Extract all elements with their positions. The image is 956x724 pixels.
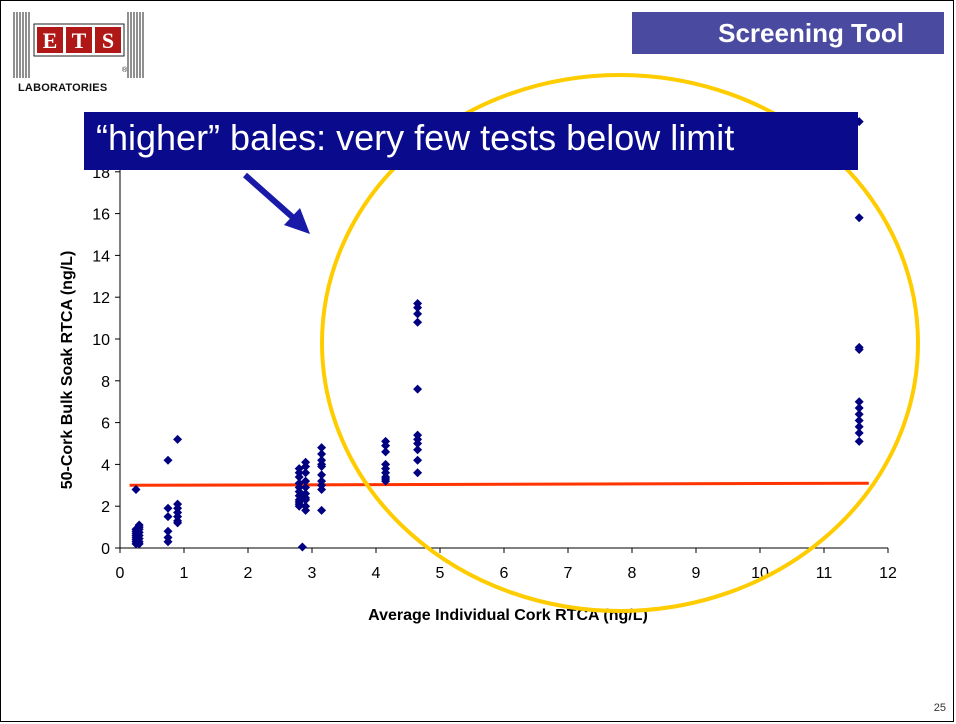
callout-banner: “higher” bales: very few tests below lim… (84, 112, 858, 170)
data-point (854, 213, 864, 223)
x-tick-label: 8 (628, 565, 637, 582)
data-point (854, 416, 864, 426)
x-tick-label: 7 (564, 565, 573, 582)
data-point (381, 447, 391, 457)
y-tick-label: 14 (92, 248, 110, 265)
data-point (854, 428, 864, 438)
x-tick-label: 9 (692, 565, 701, 582)
logo-subtitle: LABORATORIES (18, 82, 108, 94)
data-point (854, 422, 864, 432)
y-tick-label: 16 (92, 207, 110, 224)
data-point (301, 501, 311, 511)
y-tick-label: 8 (101, 374, 110, 391)
data-point (301, 482, 311, 492)
data-point (163, 533, 173, 543)
x-tick-label: 4 (372, 565, 381, 582)
data-point (381, 436, 391, 446)
data-point (173, 499, 183, 509)
data-point (854, 403, 864, 413)
data-point (854, 342, 864, 352)
data-point (317, 449, 327, 459)
data-point (413, 468, 423, 478)
y-tick-label: 10 (92, 332, 110, 349)
x-tick-label: 0 (116, 565, 125, 582)
data-point (413, 317, 423, 327)
highlight-circle (320, 73, 920, 613)
logo-letter-e: E (43, 28, 58, 53)
data-point (381, 474, 391, 484)
data-point (134, 539, 144, 549)
data-point (163, 512, 173, 522)
header-title: Screening Tool (718, 18, 904, 48)
logo-letter-t: T (72, 28, 87, 53)
callout-text: “higher” bales: very few tests below lim… (96, 117, 735, 158)
data-point (317, 480, 327, 490)
x-axis-title: Average Individual Cork RTCA (ng/L) (368, 607, 648, 624)
data-point (317, 459, 327, 469)
data-point (134, 520, 144, 530)
ets-logo: E T S ® (13, 12, 144, 78)
data-point (413, 430, 423, 440)
header-banner: Screening Tool (632, 12, 944, 54)
data-point (413, 298, 423, 308)
y-axis-title: 50-Cork Bulk Soak RTCA (ng/L) (59, 251, 76, 490)
data-point (163, 503, 173, 513)
data-point (413, 309, 423, 319)
data-point (301, 468, 311, 478)
y-tick-label: 2 (101, 499, 110, 516)
registered-mark: ® (122, 66, 128, 74)
data-point (301, 457, 311, 467)
data-point (413, 455, 423, 465)
x-tick-label: 2 (244, 565, 253, 582)
data-point (413, 445, 423, 455)
x-tick-label: 3 (308, 565, 317, 582)
data-point (317, 443, 327, 453)
x-tick-label: 5 (436, 565, 445, 582)
data-point (163, 455, 173, 465)
data-point (173, 434, 183, 444)
y-tick-label: 6 (101, 416, 110, 433)
data-point (297, 542, 307, 552)
data-point (163, 526, 173, 536)
logo-letter-s: S (102, 28, 114, 53)
data-point (173, 518, 183, 528)
data-point (381, 459, 391, 469)
x-tick-label: 1 (180, 565, 189, 582)
y-tick-label: 12 (92, 290, 110, 307)
limit-line (129, 481, 869, 487)
data-point (854, 409, 864, 419)
callout-arrow-shaft (243, 172, 300, 225)
data-point (413, 384, 423, 394)
data-point (317, 505, 327, 515)
x-tick-label: 6 (500, 565, 509, 582)
y-tick-label: 4 (101, 457, 110, 474)
slide-number: 25 (933, 702, 946, 714)
data-point (317, 470, 327, 480)
data-point (854, 397, 864, 407)
data-point (301, 476, 311, 486)
x-tick-label: 11 (816, 565, 833, 582)
data-point (301, 493, 311, 503)
x-tick-label: 12 (879, 565, 897, 582)
data-point (854, 436, 864, 446)
data-point (131, 484, 141, 494)
y-tick-label: 0 (101, 541, 110, 558)
callout-arrow-head (284, 208, 310, 234)
